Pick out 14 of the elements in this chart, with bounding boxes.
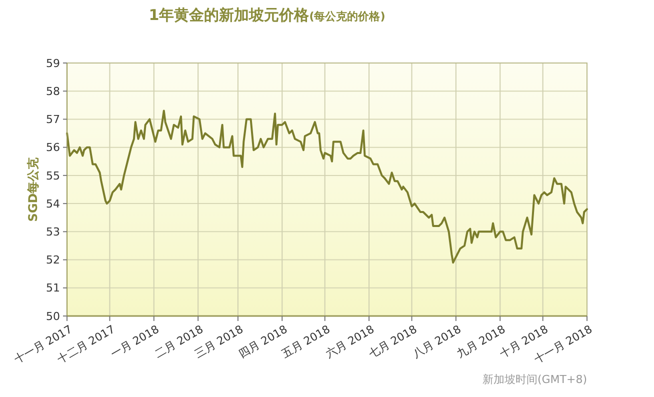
y-tick-label: 52 <box>46 254 60 267</box>
chart-subtitle: (每公克的价格) <box>309 10 386 23</box>
y-tick-label: 59 <box>46 56 60 70</box>
y-axis-title: SGD每公克 <box>26 156 40 222</box>
y-tick-label: 50 <box>46 310 60 323</box>
text: 新加坡时间(GMT+8) <box>482 373 587 386</box>
y-tick-label: 58 <box>46 84 60 98</box>
y-tick-label: 54 <box>46 197 60 210</box>
y-tick-label: 51 <box>46 282 60 295</box>
line-series <box>66 110 588 264</box>
y-tick-label: 57 <box>46 113 60 126</box>
y-tick-label: 53 <box>46 226 60 239</box>
y-tick-label: 55 <box>46 169 60 182</box>
y-tick-label: 56 <box>46 141 60 154</box>
